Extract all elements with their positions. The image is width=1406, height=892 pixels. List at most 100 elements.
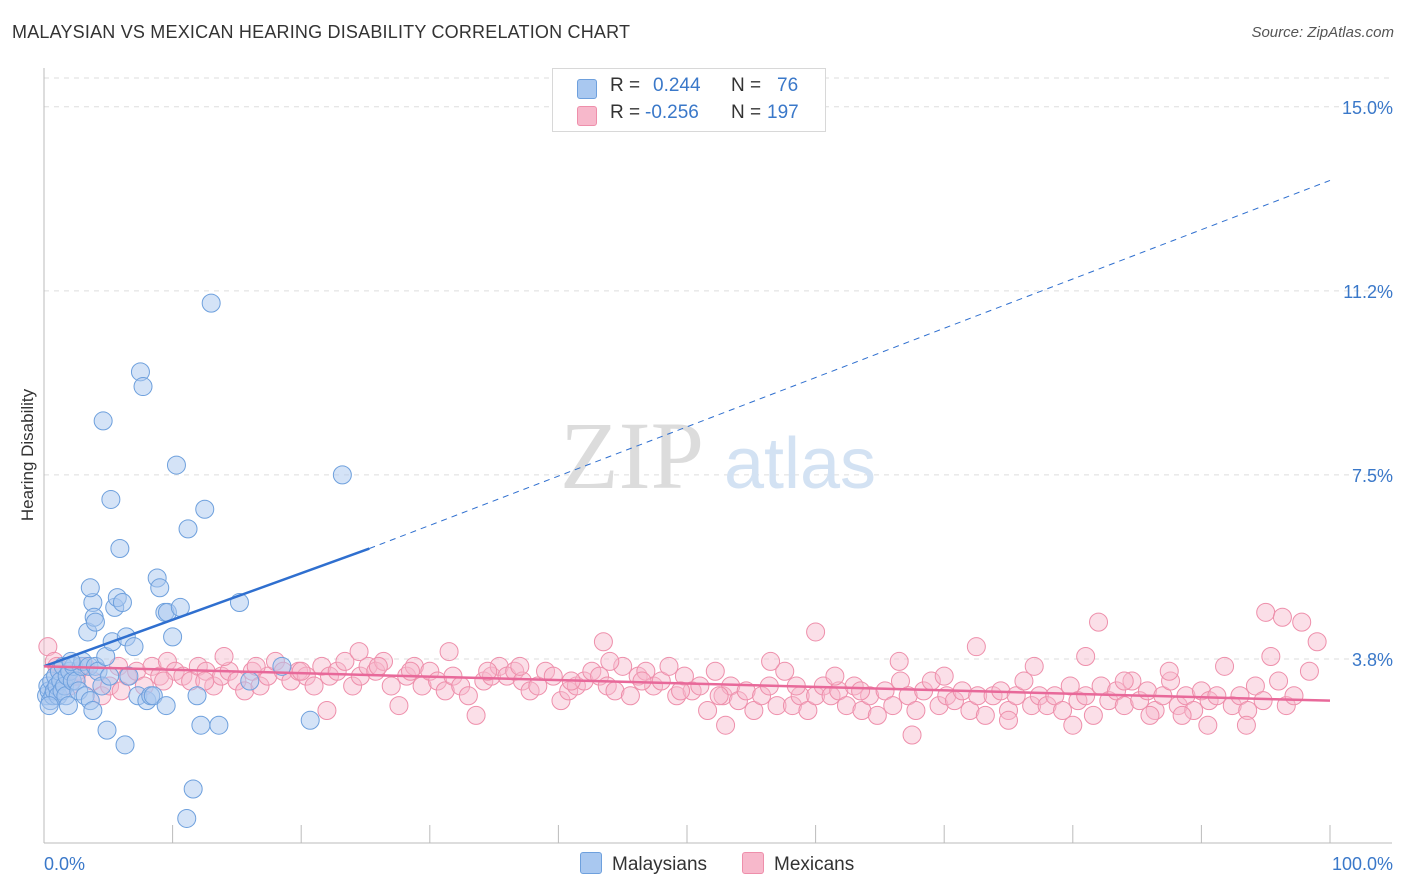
mexicans-point bbox=[593, 632, 613, 652]
mexicans-point bbox=[435, 681, 455, 701]
mexicans-point bbox=[439, 642, 459, 662]
mexicans-point bbox=[613, 656, 633, 676]
mexicans-point bbox=[1172, 705, 1192, 725]
malaysians-point bbox=[119, 666, 139, 686]
mexicans-point bbox=[312, 656, 332, 676]
mexicans-point bbox=[1083, 705, 1103, 725]
mexicans-point bbox=[744, 700, 764, 720]
mexicans-point bbox=[1076, 686, 1096, 706]
malaysians-point bbox=[133, 377, 153, 397]
legend-malaysians[interactable]: Malaysians bbox=[580, 852, 707, 876]
mexicans-point bbox=[1222, 696, 1242, 716]
legend-mexicans-label: Mexicans bbox=[774, 854, 855, 875]
malaysians-point bbox=[83, 700, 103, 720]
mexicans-point bbox=[671, 681, 691, 701]
mexicans-point bbox=[1191, 681, 1211, 701]
mexicans-point bbox=[1037, 696, 1057, 716]
mexicans-point bbox=[1114, 696, 1134, 716]
source-label: Source: ZipAtlas.com bbox=[1251, 24, 1394, 41]
mexicans-point bbox=[466, 705, 486, 725]
stats-row-malaysians: R = 0.244 N = 76 bbox=[553, 75, 825, 101]
n-label: N = bbox=[731, 75, 762, 96]
mexicans-point bbox=[775, 661, 795, 681]
stats-row-mexicans: R = -0.256 N = 197 bbox=[553, 102, 825, 128]
watermark: ZIP atlas bbox=[560, 402, 876, 509]
legend-malaysians-label: Malaysians bbox=[612, 854, 708, 875]
malaysians-point bbox=[187, 686, 207, 706]
malaysians-point bbox=[332, 465, 352, 485]
malaysians-point bbox=[183, 779, 203, 799]
mexicans-point bbox=[851, 681, 871, 701]
mexicans-point bbox=[960, 700, 980, 720]
mexicans-point bbox=[902, 725, 922, 745]
mexicans-point bbox=[728, 691, 748, 711]
x-tick-label-max: 100.0% bbox=[1332, 854, 1393, 874]
mexicans-point bbox=[1276, 696, 1296, 716]
mexicans-point bbox=[291, 661, 311, 681]
mexicans-point bbox=[975, 705, 995, 725]
gridlines bbox=[44, 77, 1392, 660]
mexicans-point bbox=[458, 686, 478, 706]
malaysians-point bbox=[39, 696, 59, 716]
tick-labels: 3.8% 7.5% 11.2% 15.0% 0.0% 100.0% bbox=[44, 98, 1393, 874]
stats-box: R = 0.244 N = 76 R = -0.256 N = 197 bbox=[552, 68, 826, 132]
y-axis-label: Hearing Disability bbox=[18, 388, 37, 522]
malaysians-n-value: 76 bbox=[777, 75, 799, 96]
malaysians-swatch bbox=[577, 79, 597, 99]
mexicans-point bbox=[389, 696, 409, 716]
legend-mexicans[interactable]: Mexicans bbox=[742, 852, 854, 876]
mexicans-point bbox=[1238, 700, 1258, 720]
malaysians-point bbox=[177, 808, 197, 828]
mexicans-point bbox=[1299, 661, 1319, 681]
malaysians-point bbox=[178, 519, 198, 539]
mexicans-point bbox=[478, 661, 498, 681]
malaysians-point bbox=[156, 696, 176, 716]
mexicans-point bbox=[1114, 671, 1134, 691]
mexicans-point bbox=[1245, 676, 1265, 696]
x-tick-label-min: 0.0% bbox=[44, 854, 85, 874]
mexicans-point bbox=[551, 691, 571, 711]
mexicans-point bbox=[512, 671, 532, 691]
mexicans-point bbox=[1256, 602, 1276, 622]
mexicans-swatch bbox=[577, 106, 597, 126]
malaysians-point bbox=[110, 539, 130, 559]
malaysians-point bbox=[100, 666, 120, 686]
mexicans-point bbox=[368, 656, 388, 676]
mexicans-point bbox=[1063, 715, 1083, 735]
malaysians-point bbox=[85, 612, 105, 632]
malaysians-point bbox=[101, 489, 121, 509]
mexicans-point bbox=[1159, 661, 1179, 681]
mexicans-point bbox=[1272, 607, 1292, 627]
mexicans-point bbox=[1184, 700, 1204, 720]
mexicans-point bbox=[852, 700, 872, 720]
malaysians-point bbox=[201, 293, 221, 313]
mexicans-point bbox=[752, 686, 772, 706]
mexicans-point bbox=[934, 666, 954, 686]
mexicans-point bbox=[195, 671, 215, 691]
y-tick-label: 3.8% bbox=[1352, 650, 1393, 670]
mexicans-point bbox=[1022, 696, 1042, 716]
mexicans-point bbox=[214, 646, 234, 666]
mexicans-point bbox=[1253, 691, 1273, 711]
malaysians-point bbox=[115, 735, 135, 755]
mexicans-point bbox=[929, 696, 949, 716]
mexicans-point bbox=[836, 696, 856, 716]
malaysians-point bbox=[209, 715, 229, 735]
mexicans-point bbox=[674, 666, 694, 686]
malaysians-r-value: 0.244 bbox=[653, 75, 701, 96]
y-tick-label: 15.0% bbox=[1342, 98, 1393, 118]
legend-mexicans-swatch bbox=[742, 852, 764, 874]
malaysians-point bbox=[150, 578, 170, 598]
mexicans-point bbox=[1099, 691, 1119, 711]
mexicans-point bbox=[327, 661, 347, 681]
malaysians-point bbox=[58, 696, 78, 716]
malaysians-point bbox=[166, 455, 186, 475]
watermark-zip: ZIP bbox=[560, 402, 704, 509]
mexicans-point bbox=[154, 671, 174, 691]
malaysians-points bbox=[37, 293, 352, 828]
mexicans-point bbox=[335, 651, 355, 671]
n-label: N = bbox=[731, 102, 762, 123]
mexicans-point bbox=[600, 651, 620, 671]
mexicans-point bbox=[806, 622, 826, 642]
